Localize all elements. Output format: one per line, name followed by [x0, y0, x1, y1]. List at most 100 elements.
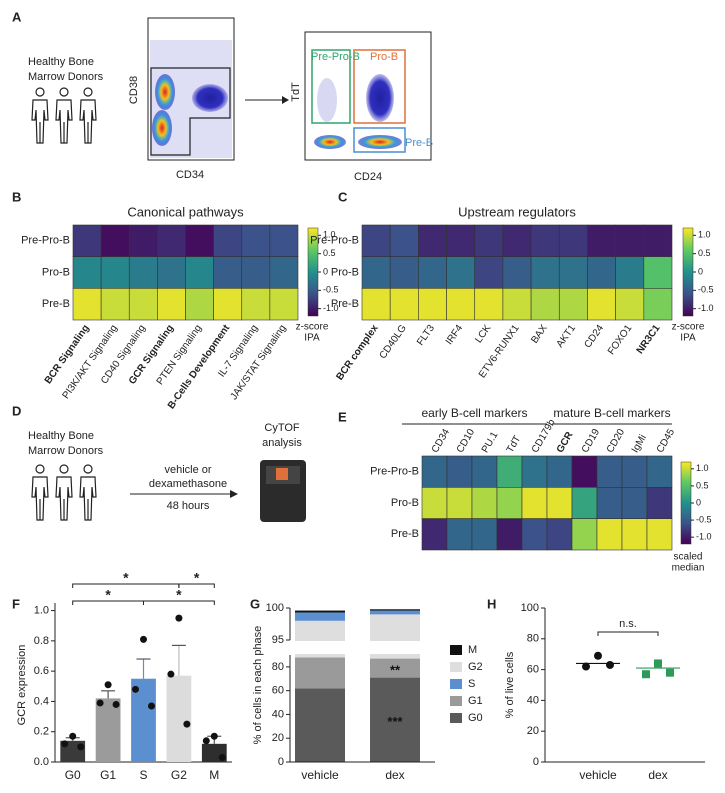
data-point	[642, 670, 650, 679]
data-point	[132, 685, 139, 693]
colorbar-tick-label: -1.0	[696, 532, 712, 542]
gate-label: Pro-B	[370, 51, 398, 63]
group-label: early B-cell markers	[421, 406, 527, 420]
significance-label: **	[390, 663, 401, 678]
colorbar-tick-label: 0	[698, 266, 703, 276]
data-point	[594, 651, 602, 660]
panel-label: B	[12, 189, 21, 204]
bar-segment	[370, 609, 420, 611]
significance-label: *	[105, 587, 111, 603]
colorbar-tick-label: 0.5	[696, 480, 709, 490]
colorbar-tick-label: 1.0	[696, 463, 709, 473]
column-label: AKT1	[555, 323, 579, 350]
donor-icon	[55, 87, 73, 144]
y-axis-label: % of live cells	[504, 651, 516, 718]
data-point	[606, 660, 614, 669]
legend-label: S	[468, 678, 475, 690]
panel-label: G	[250, 596, 260, 611]
colorbar-label: IPA	[304, 333, 320, 344]
colorbar	[682, 227, 694, 317]
panel-label: D	[12, 403, 21, 418]
y-tick-label: 0	[533, 756, 539, 768]
heatmap-cell	[128, 288, 158, 321]
heatmap-cell	[643, 256, 673, 289]
bar-segment	[370, 610, 420, 615]
data-point	[202, 737, 210, 745]
column-label: TdT	[505, 434, 523, 455]
data-point	[77, 743, 85, 751]
column-label: LCK	[473, 323, 493, 346]
column-label: FOXO1	[606, 323, 635, 357]
panel-label: C	[338, 189, 348, 204]
column-label: NR3C1	[635, 323, 663, 357]
y-tick-label: 0.0	[34, 756, 49, 768]
y-tick-label: 95	[272, 634, 284, 646]
colorbar	[680, 461, 692, 545]
heatmap-cell	[474, 256, 504, 289]
significance-label: *	[176, 587, 182, 603]
data-point	[582, 662, 590, 671]
heatmap-cell	[421, 518, 448, 551]
heatmap-cell	[621, 455, 648, 488]
column-label: CD179b	[530, 417, 558, 455]
heatmap-cell	[643, 224, 673, 257]
x-tick-label: G0	[65, 768, 81, 782]
heatmap-cell	[621, 518, 648, 551]
heatmap-cell	[571, 455, 598, 488]
colorbar-tick-label: -0.5	[698, 285, 714, 295]
significance-label: n.s.	[619, 618, 637, 630]
heatmap-cell	[502, 224, 532, 257]
y-tick-label: 100	[266, 602, 284, 614]
gate-label: Pre-Pro-B	[311, 51, 360, 63]
data-point	[140, 635, 147, 643]
heatmap-cell	[72, 224, 102, 257]
colorbar-tick-label: -1.0	[323, 303, 339, 313]
x-tick-label: dex	[648, 768, 667, 782]
legend-label: G1	[468, 695, 483, 707]
axis-label: TdT	[290, 82, 302, 102]
y-tick-label: 1.0	[34, 604, 49, 616]
significance-bracket	[143, 600, 215, 605]
data-point	[61, 740, 69, 748]
column-label: CD34	[430, 427, 453, 455]
heatmap-cell	[530, 256, 560, 289]
column-label: CD20	[605, 427, 628, 455]
heatmap-cell	[558, 256, 588, 289]
heatmap-cell	[185, 288, 214, 321]
flow-density	[317, 78, 337, 122]
y-tick-label: 20	[272, 732, 284, 744]
gate	[150, 67, 231, 156]
heatmap-cell	[389, 288, 419, 321]
row-label: Pro-B	[42, 266, 70, 278]
heatmap-cell	[269, 224, 299, 257]
heatmap-title: Canonical pathways	[127, 204, 244, 219]
heatmap-cell	[213, 224, 243, 257]
colorbar-tick-label: -1.0	[698, 303, 714, 313]
legend-label: G0	[468, 712, 483, 724]
colorbar-label: scaled	[674, 552, 703, 563]
heatmap-cell	[530, 288, 560, 321]
colorbar-tick-label: 0	[696, 497, 701, 507]
significance-label: ***	[387, 714, 403, 729]
heatmap-cell	[446, 518, 473, 551]
heatmap-cell	[521, 518, 548, 551]
column-label: IRF4	[444, 323, 466, 347]
bar-segment	[295, 610, 345, 613]
y-tick-label: 20	[527, 725, 539, 737]
heatmap-cell	[269, 288, 299, 321]
heatmap-cell	[615, 224, 645, 257]
heatmap-cell	[646, 518, 673, 551]
heatmap-cell	[587, 256, 616, 289]
donor-text: Healthy Bone	[28, 56, 94, 68]
heatmap-cell	[474, 288, 504, 321]
colorbar-tick-label: 1.0	[323, 230, 336, 240]
treatment-text: vehicle or	[164, 464, 211, 476]
heatmap-cell	[418, 224, 447, 257]
significance-label: *	[123, 570, 129, 586]
significance-label: *	[194, 570, 200, 586]
heatmap-cell	[615, 256, 645, 289]
heatmap-cell	[558, 224, 588, 257]
colorbar-tick-label: 0.5	[698, 248, 711, 258]
cytof-device	[276, 468, 288, 480]
arrow-head	[282, 96, 289, 104]
